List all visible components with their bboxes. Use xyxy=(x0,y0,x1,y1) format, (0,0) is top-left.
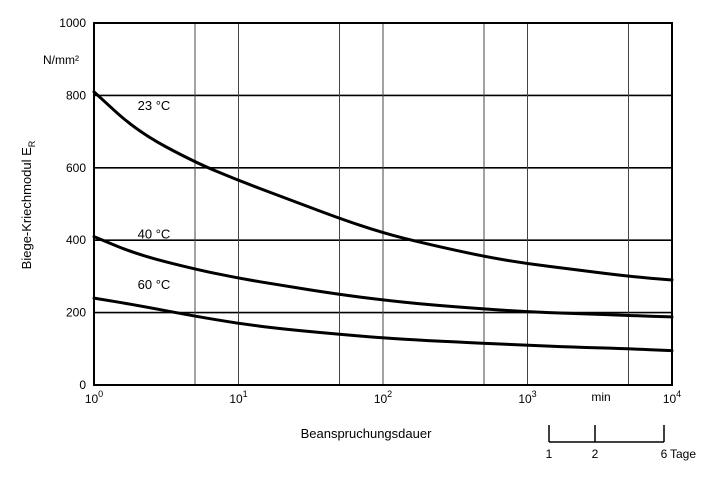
y-tick-label-800: 800 xyxy=(66,88,86,102)
series-line-1 xyxy=(92,235,674,319)
x-tick-label-10: 101 xyxy=(229,389,247,406)
series-group: 23 °C 40 °C 60 °C xyxy=(92,90,674,353)
x-tick-label-100: 102 xyxy=(374,389,392,406)
x-tick-exponent: 4 xyxy=(676,389,681,399)
y-tick-label-600: 600 xyxy=(66,161,86,175)
x-tick-exponent: 3 xyxy=(532,389,537,399)
plot-frame xyxy=(93,22,673,386)
x-unit-label: min xyxy=(591,390,610,404)
y-unit-label: N/mm² xyxy=(43,53,79,67)
x-tick-base: 10 xyxy=(85,392,99,406)
x-tick-exponent: 0 xyxy=(98,389,103,399)
x-tick-label-10000: 104 xyxy=(663,389,681,406)
x-tick-label-1: 100 xyxy=(85,389,103,406)
days-scale-label-1: 1 xyxy=(546,447,553,461)
series-label-1: 40 °C xyxy=(138,226,171,241)
y-axis-title-sub: R xyxy=(27,140,37,147)
series-label-2: 60 °C xyxy=(138,277,171,292)
days-scale: 1 2 6 Tage xyxy=(546,425,696,461)
y-axis-title-main: Biege-Kriechmodul E xyxy=(19,147,34,269)
x-tick-base: 10 xyxy=(663,392,677,406)
y-tick-label-200: 200 xyxy=(66,306,86,320)
y-tick-label-1000: 1000 xyxy=(59,16,86,30)
series-line-0 xyxy=(92,90,674,282)
x-tick-base: 10 xyxy=(229,392,243,406)
x-tick-label-1000: 103 xyxy=(518,389,536,406)
days-scale-label-2: 2 xyxy=(592,447,599,461)
y-tick-label-400: 400 xyxy=(66,233,86,247)
x-tick-labels: 100 101 102 103 104 xyxy=(85,389,681,406)
days-scale-label-6: 6 xyxy=(661,447,668,461)
days-scale-unit: Tage xyxy=(670,447,696,461)
series-label-0: 23 °C xyxy=(138,98,171,113)
y-tick-labels: 0 200 400 600 800 1000 xyxy=(59,16,86,392)
x-tick-base: 10 xyxy=(518,392,532,406)
grid xyxy=(94,23,672,385)
x-tick-base: 10 xyxy=(374,392,388,406)
series-line-2 xyxy=(92,296,674,353)
y-tick-label-0: 0 xyxy=(79,378,86,392)
x-axis-title: Beanspruchungsdauer xyxy=(301,426,432,441)
y-axis-title: Biege-Kriechmodul ER xyxy=(19,140,37,269)
x-tick-exponent: 2 xyxy=(387,389,392,399)
x-tick-exponent: 1 xyxy=(243,389,248,399)
